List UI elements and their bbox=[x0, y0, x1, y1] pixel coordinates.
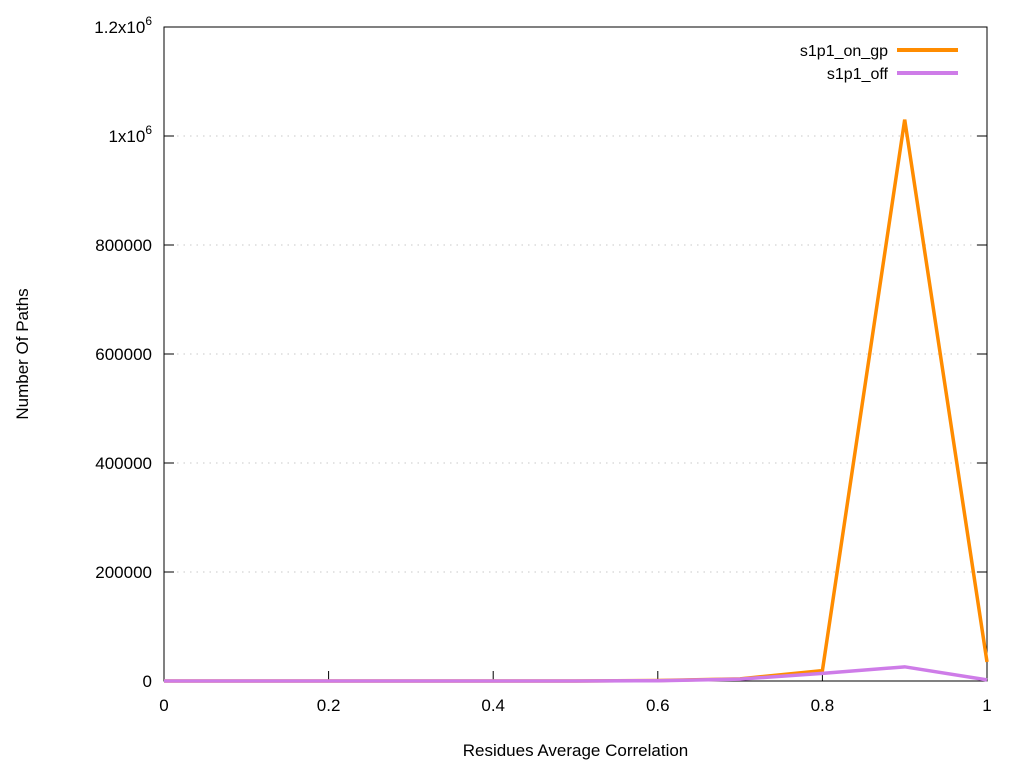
x-tick-label: 1 bbox=[982, 696, 991, 715]
y-tick-label: 200000 bbox=[95, 563, 152, 582]
y-tick-label: 1x106 bbox=[108, 123, 152, 146]
y-axis-title: Number Of Paths bbox=[13, 288, 32, 419]
x-axis-title: Residues Average Correlation bbox=[463, 741, 689, 760]
x-tick-label: 0.8 bbox=[811, 696, 835, 715]
series-line-s1p1_off bbox=[164, 665, 988, 683]
legend-label-s1p1_off: s1p1_off bbox=[827, 66, 889, 83]
y-tick-label: 800000 bbox=[95, 236, 152, 255]
legend-label-s1p1_on_gp: s1p1_on_gp bbox=[800, 43, 888, 60]
y-tick-label: 0 bbox=[143, 672, 152, 691]
x-tick-label: 0 bbox=[159, 696, 168, 715]
series-line-s1p1_on_gp bbox=[164, 119, 989, 683]
y-tick-label: 1.2x106 bbox=[94, 14, 152, 37]
x-tick-label: 0.4 bbox=[481, 696, 505, 715]
y-tick-label: 600000 bbox=[95, 345, 152, 364]
plot-border bbox=[163, 26, 988, 682]
x-tick-label: 0.2 bbox=[317, 696, 341, 715]
y-tick-label: 400000 bbox=[95, 454, 152, 473]
x-tick-label: 0.6 bbox=[646, 696, 670, 715]
